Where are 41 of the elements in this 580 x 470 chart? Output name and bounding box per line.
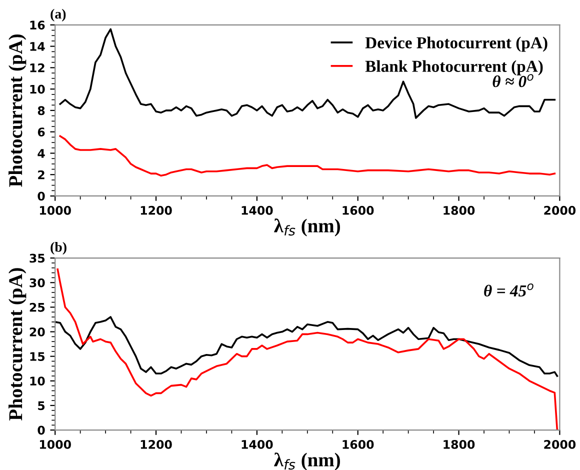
line-series bbox=[59, 28, 556, 119]
x-tick-label: 1800 bbox=[444, 440, 475, 449]
y-tick-label: 25 bbox=[30, 302, 45, 312]
x-tick-label: 1400 bbox=[242, 440, 273, 449]
x-tick-label: 1400 bbox=[242, 206, 273, 215]
text: (a) bbox=[50, 8, 66, 22]
y-axis-title: Photocurrent (pA) bbox=[8, 34, 26, 187]
x-axis-title: λ$_{fs}$ (nm) bbox=[274, 218, 340, 236]
y-tick-label: 35 bbox=[30, 254, 45, 263]
legend-label: Device Photocurrent (pA) bbox=[365, 36, 548, 52]
y-tick-label: 10 bbox=[30, 376, 45, 386]
legend-label: Blank Photocurrent (pA) bbox=[365, 60, 543, 76]
y-tick-label: 16 bbox=[30, 20, 45, 30]
x-tick-label: 1600 bbox=[342, 206, 374, 215]
x-tick-label: 1200 bbox=[140, 440, 172, 449]
line-series bbox=[59, 135, 556, 177]
y-tick-label: 5 bbox=[38, 401, 45, 410]
x-tick-label: 2000 bbox=[544, 206, 576, 215]
y-tick-label: 2 bbox=[38, 170, 44, 180]
y-tick-label: 12 bbox=[30, 63, 44, 72]
y-tick-label: 10 bbox=[30, 84, 45, 94]
text: (b) bbox=[50, 242, 66, 255]
annotation: θ ≈ 0$^{o}$ bbox=[492, 74, 534, 88]
x-axis-title: λ$_{fs}$ (nm) bbox=[274, 452, 340, 470]
x-tick-label: 1800 bbox=[444, 206, 475, 215]
y-tick-label: 15 bbox=[30, 352, 45, 361]
y-tick-label: 14 bbox=[30, 42, 45, 51]
y-tick-label: 8 bbox=[38, 106, 45, 116]
y-tick-label: 0 bbox=[38, 192, 45, 201]
y-tick-label: 4 bbox=[38, 149, 45, 158]
y-tick-label: 30 bbox=[30, 278, 45, 288]
x-tick-label: 1200 bbox=[140, 206, 172, 215]
y-axis-title: Photocurrent (pA) bbox=[8, 268, 26, 420]
y-tick-label: 6 bbox=[38, 128, 45, 136]
x-tick-label: 2000 bbox=[544, 440, 576, 449]
x-tick-label: 1000 bbox=[40, 206, 71, 215]
y-tick-label: 0 bbox=[38, 426, 45, 435]
x-tick-label: 1000 bbox=[40, 440, 71, 449]
x-tick-label: 1600 bbox=[342, 440, 374, 449]
annotation: θ = 45$^{o}$ bbox=[484, 283, 534, 297]
y-tick-label: 20 bbox=[30, 327, 45, 336]
